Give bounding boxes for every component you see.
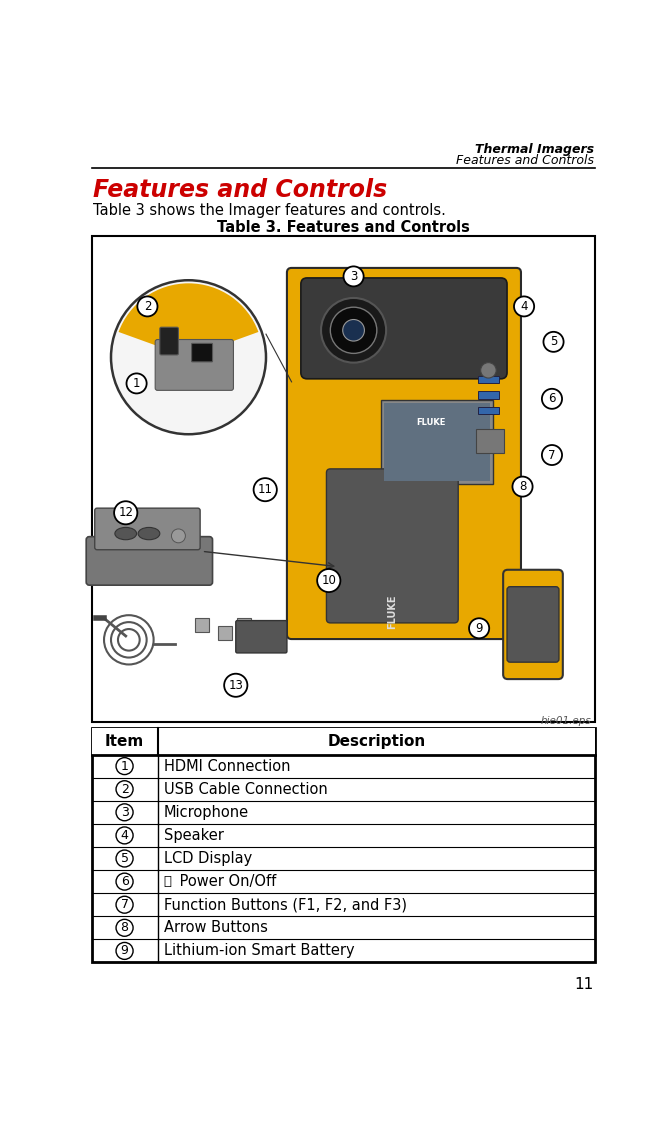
Circle shape	[116, 943, 133, 960]
Text: USB Cable Connection: USB Cable Connection	[164, 781, 327, 797]
Bar	[476, 429, 504, 454]
Text: 5: 5	[121, 852, 129, 865]
Circle shape	[116, 873, 133, 890]
Bar	[478, 391, 499, 399]
Text: Features and Controls: Features and Controls	[456, 154, 594, 167]
Circle shape	[542, 388, 562, 409]
Bar	[92, 728, 595, 962]
Text: Power On/Off: Power On/Off	[175, 874, 276, 890]
Circle shape	[321, 298, 386, 362]
Text: Table 3 shows the Imager features and controls.: Table 3 shows the Imager features and co…	[93, 203, 446, 218]
Circle shape	[542, 445, 562, 465]
Text: 4: 4	[520, 300, 528, 313]
Circle shape	[116, 781, 133, 798]
Circle shape	[344, 266, 364, 287]
Text: Lithium-ion Smart Battery: Lithium-ion Smart Battery	[164, 944, 354, 959]
Circle shape	[514, 297, 534, 316]
Circle shape	[469, 619, 489, 638]
Text: 6: 6	[121, 875, 129, 889]
Text: 8: 8	[121, 921, 129, 935]
FancyBboxPatch shape	[160, 327, 178, 355]
Circle shape	[116, 896, 133, 913]
Text: Features and Controls: Features and Controls	[93, 178, 387, 202]
Text: 11: 11	[574, 977, 594, 991]
Bar	[92, 728, 595, 754]
Circle shape	[116, 919, 133, 936]
Circle shape	[480, 362, 496, 378]
Circle shape	[254, 478, 277, 501]
Text: Microphone: Microphone	[164, 805, 249, 820]
Text: 7: 7	[548, 448, 556, 462]
Circle shape	[138, 297, 158, 316]
FancyBboxPatch shape	[236, 621, 287, 653]
Text: 1: 1	[121, 760, 129, 772]
Text: 12: 12	[118, 506, 134, 519]
Circle shape	[127, 374, 147, 393]
Text: Speaker: Speaker	[164, 828, 223, 843]
Text: Thermal Imagers: Thermal Imagers	[474, 143, 594, 156]
Text: HDMI Connection: HDMI Connection	[164, 759, 290, 773]
Circle shape	[111, 280, 266, 435]
Circle shape	[330, 307, 377, 353]
FancyBboxPatch shape	[301, 278, 507, 379]
Text: 1: 1	[133, 377, 140, 390]
Text: 11: 11	[258, 483, 272, 496]
FancyBboxPatch shape	[86, 536, 213, 585]
Circle shape	[224, 674, 248, 697]
Bar	[92, 236, 595, 723]
Ellipse shape	[115, 527, 137, 540]
Circle shape	[343, 320, 364, 341]
Circle shape	[317, 569, 340, 592]
Bar	[478, 376, 499, 384]
Text: 6: 6	[548, 392, 556, 405]
Bar	[384, 403, 490, 481]
Text: 3: 3	[121, 806, 129, 819]
Text: 5: 5	[550, 335, 557, 349]
Text: FLUKE: FLUKE	[387, 594, 397, 629]
Text: 4: 4	[121, 829, 129, 842]
Wedge shape	[119, 283, 258, 357]
FancyBboxPatch shape	[287, 268, 521, 639]
Text: 10: 10	[321, 574, 336, 587]
Text: 2: 2	[144, 300, 151, 313]
Circle shape	[116, 758, 133, 774]
Text: hie01.eps: hie01.eps	[541, 716, 592, 726]
Text: Function Buttons (F1, F2, and F3): Function Buttons (F1, F2, and F3)	[164, 898, 407, 912]
Text: 9: 9	[121, 945, 129, 957]
Bar	[380, 400, 493, 484]
Ellipse shape	[138, 527, 160, 540]
Text: 7: 7	[121, 899, 129, 911]
Text: FLUKE: FLUKE	[417, 418, 446, 427]
Bar	[195, 619, 209, 632]
FancyBboxPatch shape	[503, 570, 563, 680]
Circle shape	[544, 332, 564, 352]
FancyBboxPatch shape	[507, 587, 559, 663]
FancyBboxPatch shape	[192, 343, 213, 362]
FancyBboxPatch shape	[155, 340, 234, 391]
Text: Description: Description	[327, 734, 425, 749]
Circle shape	[116, 850, 133, 867]
Circle shape	[116, 826, 133, 843]
Text: 3: 3	[350, 270, 357, 283]
Bar	[478, 406, 499, 414]
Text: Table 3. Features and Controls: Table 3. Features and Controls	[217, 220, 470, 235]
Bar	[238, 619, 251, 632]
Text: LCD Display: LCD Display	[164, 851, 252, 866]
Text: Item: Item	[105, 734, 144, 749]
Bar	[218, 625, 232, 640]
Text: 2: 2	[121, 782, 129, 796]
FancyBboxPatch shape	[327, 469, 458, 623]
FancyBboxPatch shape	[95, 508, 200, 550]
Circle shape	[116, 804, 133, 821]
Text: 9: 9	[475, 622, 483, 634]
Text: 8: 8	[519, 480, 526, 493]
Circle shape	[513, 476, 533, 497]
Text: 13: 13	[228, 679, 243, 692]
Circle shape	[172, 530, 185, 543]
Text: ⓘ: ⓘ	[164, 875, 172, 889]
Circle shape	[114, 501, 138, 524]
Text: Arrow Buttons: Arrow Buttons	[164, 920, 268, 935]
